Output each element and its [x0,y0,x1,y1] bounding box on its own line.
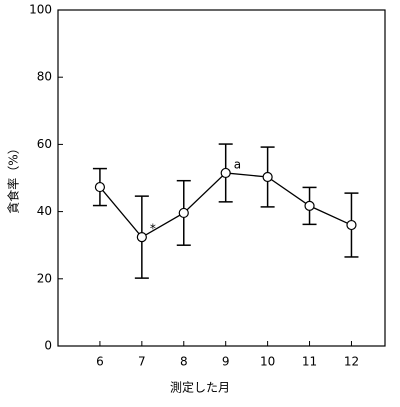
y-tick-label: 60 [37,137,52,151]
data-point [178,207,189,219]
y-tick-label: 80 [37,70,52,84]
y-axis-label: 貪食率（%） [6,142,21,213]
data-point [346,219,357,231]
data-point [94,181,106,193]
data-point [304,200,315,211]
x-tick-label: 6 [96,355,104,369]
x-tick-label: 12 [344,355,359,369]
x-tick-label: 8 [180,355,188,369]
data-point [220,167,231,179]
data-point [262,171,273,183]
y-tick-label: 100 [29,3,52,17]
x-tick-label: 9 [222,355,230,369]
x-tick-label: 7 [138,355,146,369]
y-tick-label: 20 [37,271,52,285]
x-tick-label: 11 [302,355,317,369]
annotation: a [234,157,241,171]
x-axis-label: 測定した月 [170,380,230,395]
y-tick-label: 0 [44,339,52,353]
y-tick-label: 40 [37,204,52,218]
annotation: * [150,222,156,236]
data-point [136,232,147,243]
x-tick-label: 10 [260,355,275,369]
plot-frame [57,9,386,347]
